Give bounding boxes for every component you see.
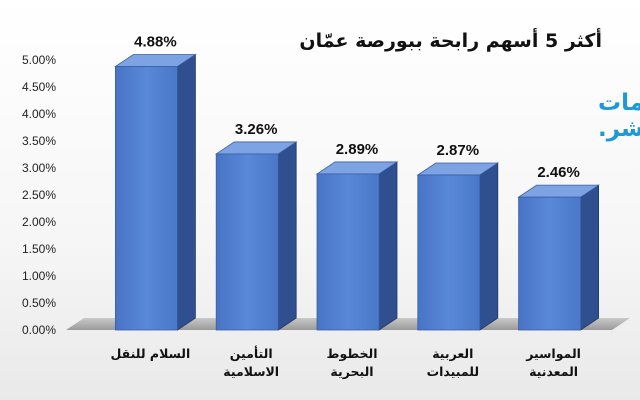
bar-front [316, 173, 380, 331]
bar-side [378, 161, 398, 331]
bar-side [176, 53, 196, 331]
y-tick-label: 5.00% [22, 53, 56, 67]
data-label: 2.46% [537, 164, 580, 181]
logo: معلومات مباشر. [598, 90, 640, 142]
bars [114, 53, 600, 331]
y-tick-label: 1.00% [22, 269, 56, 283]
y-tick-label: 0.00% [22, 323, 56, 337]
category-label: العربية [432, 346, 473, 361]
bar [114, 53, 197, 331]
y-tick-label: 3.50% [22, 134, 56, 148]
category-label: المواسير [525, 346, 581, 361]
bar-side [479, 162, 499, 331]
category-label: التأمين [230, 345, 273, 361]
logo-line-1: معلومات [598, 90, 640, 116]
bar-front [215, 153, 279, 331]
chart-title: أكثر 5 أسهم رابحة ببورصة عمّان [299, 30, 602, 52]
y-tick-label: 1.50% [22, 242, 56, 256]
bar [517, 184, 600, 331]
y-tick-label: 4.50% [22, 80, 56, 94]
y-tick-label: 2.00% [22, 215, 56, 229]
category-label: الاسلامية [223, 364, 279, 379]
bar [416, 162, 500, 331]
data-label: 2.89% [336, 141, 379, 158]
data-labels: 4.88% 3.26% 2.89% 2.87% 2.46% [134, 33, 580, 181]
bar [214, 141, 298, 331]
category-labels: السلام للنقل التأمين الاسلامية الخطوط البحري… [111, 345, 581, 379]
data-label: 2.87% [437, 142, 480, 159]
y-axis: 0.00% 0.50% 1.00% 1.50% 2.00% 2.50% 3.00% 3.50%… [22, 53, 56, 337]
y-tick-label: 4.00% [22, 107, 56, 121]
bar-side [580, 184, 599, 331]
bar [315, 161, 399, 331]
bar-side [277, 141, 297, 331]
data-label: 4.88% [134, 33, 177, 50]
category-label: الخطوط [327, 346, 378, 361]
category-label: السلام للنقل [111, 346, 191, 362]
y-tick-label: 2.50% [22, 188, 56, 202]
category-label: البحرية [330, 364, 373, 379]
bar-front [518, 196, 581, 331]
bar-front [115, 66, 178, 331]
data-label: 3.26% [235, 121, 278, 138]
category-label: للمبيدات [427, 364, 479, 379]
y-tick-label: 0.50% [22, 296, 56, 310]
bar-front [417, 174, 481, 331]
category-label: المعدنية [529, 364, 578, 379]
logo-line-2: مباشر. [598, 116, 640, 142]
y-tick-label: 3.00% [22, 161, 56, 175]
